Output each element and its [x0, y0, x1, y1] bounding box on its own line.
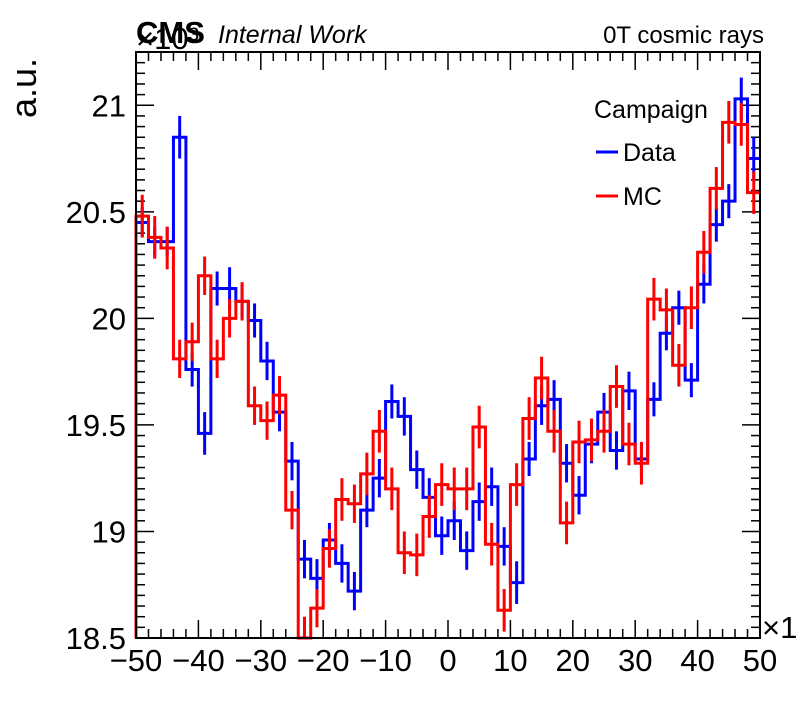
x-tick-label: −30 — [235, 643, 288, 678]
y-tick-label: 21 — [92, 88, 126, 123]
legend-title: Campaign — [594, 96, 708, 124]
series-line-mc — [134, 120, 760, 640]
x-tick-label: 50 — [743, 643, 777, 678]
series-layer — [134, 77, 760, 640]
x-tick-labels: −50 −40 −30 −20 −10 0 10 20 30 40 50 — [110, 643, 778, 678]
legend: Campaign Data MC — [594, 96, 708, 211]
x-exponent-label: ×1 — [762, 610, 797, 645]
condition-label: 0T cosmic rays — [603, 22, 764, 49]
experiment-label: CMS — [136, 15, 205, 50]
y-tick-label: 20 — [92, 301, 126, 336]
series-line-data — [134, 97, 760, 638]
x-tick-label: 30 — [618, 643, 652, 678]
y-tick-label: 20.5 — [66, 195, 126, 230]
x-tick-label: 10 — [493, 643, 527, 678]
status-label: Internal Work — [218, 21, 368, 49]
y-tick-label: 19 — [92, 514, 126, 549]
x-tick-label: 40 — [680, 643, 714, 678]
series-mc — [134, 101, 760, 640]
legend-entry-data: Data — [623, 139, 676, 167]
y-axis-label: a.u. — [3, 58, 44, 118]
y-tick-labels: 18.5 19 19.5 20 20.5 21 — [66, 88, 126, 656]
x-tick-label: 20 — [556, 643, 590, 678]
x-tick-label: −50 — [110, 643, 163, 678]
legend-entry-mc: MC — [623, 183, 662, 211]
axis-ticks — [135, 51, 761, 639]
x-tick-label: −20 — [297, 643, 350, 678]
x-tick-label: −40 — [172, 643, 225, 678]
plot-frame — [135, 51, 761, 639]
y-exponent-label: ×10³ — [136, 21, 199, 56]
y-tick-label: 19.5 — [66, 408, 126, 443]
x-tick-label: 0 — [439, 643, 456, 678]
x-tick-label: −10 — [359, 643, 412, 678]
y-tick-label: 18.5 — [66, 621, 126, 656]
